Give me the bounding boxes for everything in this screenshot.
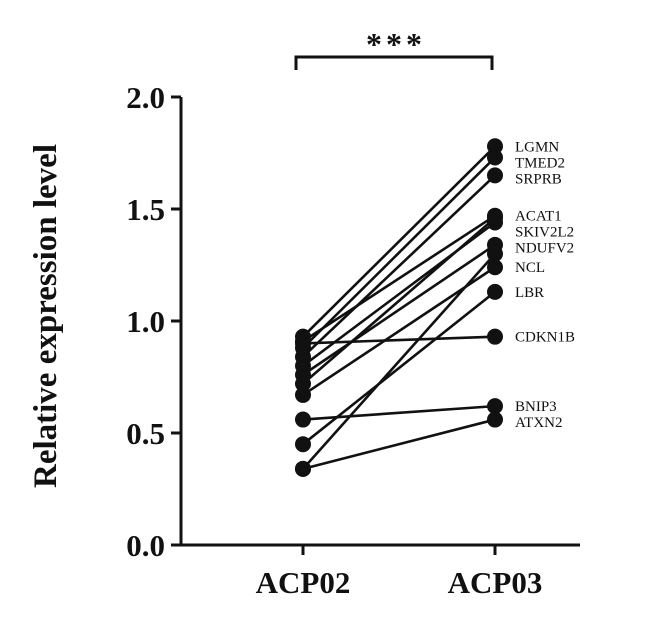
y-tick-label: 1.0 — [126, 304, 165, 339]
x-tick-label: ACP03 — [448, 565, 543, 600]
data-point — [487, 398, 503, 415]
series-label: NDUFV2 — [515, 241, 574, 257]
series-label: BNIP3 — [515, 399, 557, 415]
x-tick-label: ACP02 — [256, 565, 351, 600]
data-point — [295, 375, 311, 392]
series-line — [302, 290, 496, 446]
data-point — [487, 411, 503, 428]
y-ticks: 0.0 0.5 1.0 1.5 2.0 — [126, 80, 181, 563]
series-line — [302, 216, 496, 385]
series-label: LBR — [515, 285, 544, 301]
y-tick-label: 2.0 — [126, 80, 165, 115]
data-point — [295, 411, 311, 428]
series-line — [302, 145, 496, 338]
series-line — [302, 156, 496, 349]
series-label: TMED2 — [515, 155, 565, 171]
significance-label: *** — [366, 26, 426, 62]
series-label: NCL — [515, 260, 545, 276]
series-line — [302, 243, 496, 376]
series-label: ACAT1 — [515, 209, 562, 225]
data-point — [295, 460, 311, 477]
series-line — [302, 252, 496, 470]
data-points — [295, 138, 503, 477]
series-label: ATXN2 — [515, 415, 563, 431]
data-point — [295, 436, 311, 453]
series-label: CDKN1B — [515, 330, 575, 346]
series-label: SKIV2L2 — [515, 225, 574, 241]
y-tick-label: 0.0 — [126, 528, 165, 563]
data-point — [487, 259, 503, 276]
data-point — [487, 245, 503, 262]
data-point — [487, 138, 503, 155]
series-line — [302, 214, 496, 343]
y-tick-label: 1.5 — [126, 192, 165, 227]
series-line — [302, 335, 496, 345]
significance-bracket: *** — [294, 26, 494, 70]
data-point — [487, 209, 503, 226]
data-point — [295, 386, 311, 403]
data-point — [487, 149, 503, 166]
y-tick-label: 0.5 — [126, 416, 165, 451]
series-line — [302, 404, 496, 421]
data-point — [487, 167, 503, 184]
paired-lines — [302, 145, 496, 471]
series-line — [302, 174, 496, 358]
series-label: SRPRB — [515, 171, 562, 187]
series-label: LGMN — [515, 139, 559, 155]
data-point — [487, 328, 503, 345]
data-point — [295, 335, 311, 352]
series-line — [302, 418, 496, 471]
bracket-line — [294, 55, 494, 70]
data-point — [487, 283, 503, 300]
x-ticks: ACP02 ACP03 — [256, 545, 543, 600]
y-axis-label: Relative expression level — [28, 144, 64, 488]
